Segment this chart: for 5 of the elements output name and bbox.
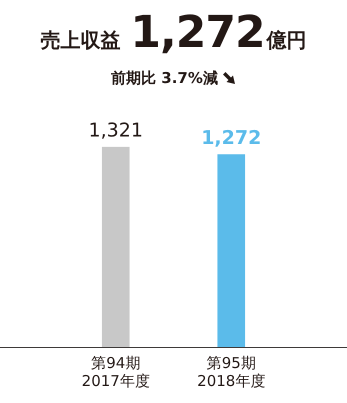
data-label: 1,272 xyxy=(201,127,262,150)
x-tick-label: 第95期 2018年度 xyxy=(197,354,266,390)
x-tick-label: 第94期 2017年度 xyxy=(82,354,150,390)
data-label: 1,321 xyxy=(88,120,143,142)
chart-subtitle: 前期比 3.7%減 xyxy=(111,69,218,87)
